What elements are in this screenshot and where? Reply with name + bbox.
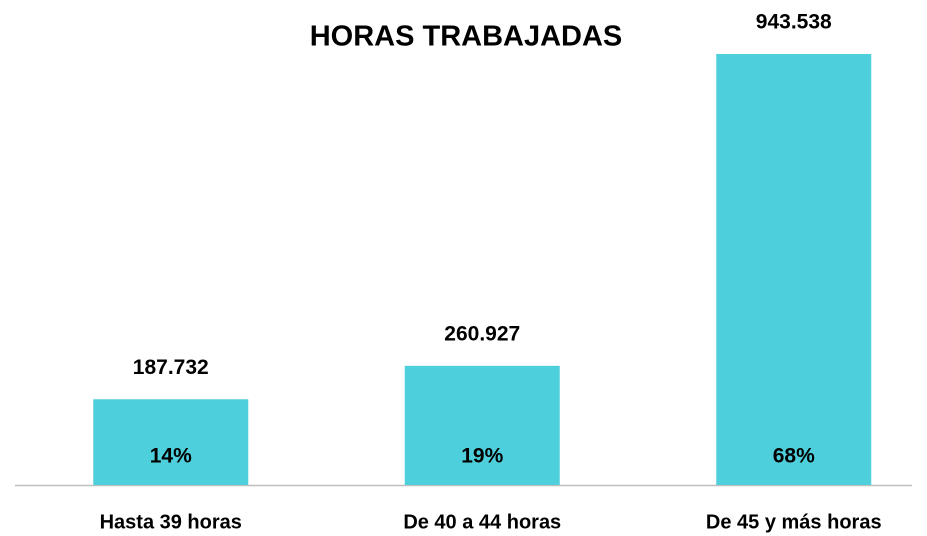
bar [716,54,872,485]
x-tick-label: De 40 a 44 horas [403,511,561,533]
chart-title: HORAS TRABAJADAS [310,21,623,53]
bar [93,399,249,485]
value-label: 260.927 [444,322,520,345]
x-tick-label: Hasta 39 horas [100,511,242,533]
value-label: 943.538 [756,11,832,34]
share-label: 68% [773,445,815,468]
x-tick-label: De 45 y más horas [706,511,882,533]
share-label: 19% [461,445,503,468]
share-label: 14% [150,445,192,468]
bar [404,365,560,485]
value-label: 187.732 [133,356,209,379]
